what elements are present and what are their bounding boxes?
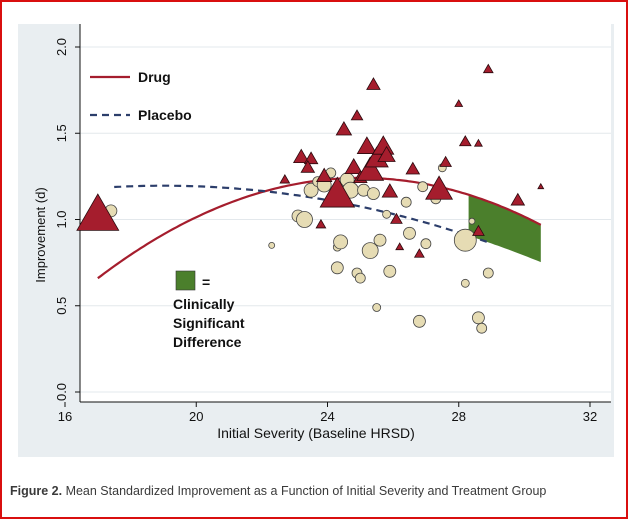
significance-line-2: Significant bbox=[173, 315, 245, 331]
drug-point bbox=[292, 148, 310, 164]
placebo-point bbox=[403, 226, 416, 240]
figure-panel: 0.0 0.5 1.0 1.5 2.0 16 20 24 28 32 Initial Severi… bbox=[18, 24, 614, 457]
placebo-point bbox=[333, 234, 349, 250]
placebo-point bbox=[482, 267, 494, 279]
caption-text: Mean Standardized Improvement as a Funct… bbox=[62, 484, 547, 498]
placebo-point bbox=[303, 182, 319, 198]
placebo-point bbox=[361, 242, 379, 260]
drug-point bbox=[315, 167, 333, 182]
significance-line-1: Clinically bbox=[173, 296, 235, 312]
placebo-point bbox=[468, 217, 476, 225]
data-markers bbox=[76, 63, 545, 334]
drug-point bbox=[356, 136, 378, 154]
drug-point bbox=[537, 182, 545, 190]
axes bbox=[79, 24, 611, 403]
drug-point bbox=[472, 224, 485, 236]
significant-region-layer bbox=[468, 194, 541, 263]
drug-point bbox=[458, 135, 472, 147]
drug-point bbox=[279, 174, 291, 184]
placebo-point bbox=[330, 261, 344, 275]
placebo-fit-line bbox=[114, 184, 489, 244]
drug-point bbox=[356, 156, 385, 181]
legend-drug-label: Drug bbox=[138, 69, 171, 85]
tick-labels: 0.0 0.5 1.0 1.5 2.0 16 20 24 28 32 bbox=[54, 38, 597, 424]
drug-point bbox=[366, 77, 381, 90]
drug-point bbox=[439, 155, 453, 167]
x-tick-label: 24 bbox=[320, 409, 334, 424]
significance-annotation: = Clinically Significant Difference bbox=[173, 270, 245, 350]
drug-point bbox=[377, 145, 396, 162]
placebo-point bbox=[382, 209, 392, 219]
legend-placebo-label: Placebo bbox=[138, 107, 192, 123]
drug-point bbox=[425, 175, 454, 200]
scatter-chart: 0.0 0.5 1.0 1.5 2.0 16 20 24 28 32 Initial Severi… bbox=[33, 24, 611, 441]
drug-point bbox=[510, 192, 526, 206]
drug-point bbox=[335, 120, 353, 136]
significance-line-3: Difference bbox=[173, 334, 242, 350]
drug-point bbox=[300, 159, 316, 173]
legend: Drug Placebo bbox=[90, 69, 192, 123]
placebo-point bbox=[373, 233, 387, 247]
drug-point bbox=[315, 218, 327, 229]
placebo-point bbox=[476, 322, 488, 334]
drug-point bbox=[454, 99, 464, 107]
placebo-point bbox=[420, 238, 432, 250]
significant-region bbox=[468, 194, 541, 263]
placebo-point bbox=[453, 228, 477, 252]
drug-point bbox=[350, 109, 364, 121]
drug-point bbox=[344, 157, 363, 175]
placebo-point bbox=[412, 314, 426, 328]
y-tick-label: 2.0 bbox=[54, 38, 69, 56]
significance-equals: = bbox=[202, 274, 210, 290]
x-tick-label: 32 bbox=[583, 409, 597, 424]
x-tick-label: 20 bbox=[189, 409, 203, 424]
caption-label: Figure 2. bbox=[10, 484, 63, 498]
y-tick-label: 0.5 bbox=[54, 297, 69, 315]
drug-point bbox=[76, 193, 120, 231]
x-axis-label: Initial Severity (Baseline HRSD) bbox=[217, 425, 415, 441]
drug-point bbox=[319, 176, 356, 208]
y-axis-label: Improvement (d) bbox=[33, 187, 48, 282]
drug-point bbox=[473, 138, 483, 147]
significance-swatch bbox=[175, 270, 196, 291]
y-tick-label: 1.0 bbox=[54, 210, 69, 228]
placebo-point bbox=[366, 187, 380, 201]
y-tick-label: 0.0 bbox=[54, 383, 69, 401]
placebo-point bbox=[268, 241, 276, 249]
placebo-point bbox=[296, 211, 313, 228]
drug-point bbox=[381, 183, 399, 198]
placebo-point bbox=[417, 181, 429, 193]
placebo-point bbox=[460, 278, 470, 288]
x-tick-label: 28 bbox=[452, 409, 466, 424]
y-tick-label: 1.5 bbox=[54, 124, 69, 142]
placebo-point bbox=[354, 272, 366, 284]
placebo-point bbox=[471, 311, 485, 325]
placebo-point bbox=[400, 196, 412, 208]
drug-point bbox=[405, 161, 421, 175]
x-tick-label: 16 bbox=[58, 409, 72, 424]
drug-point bbox=[482, 63, 494, 74]
drug-point bbox=[413, 248, 425, 258]
plot-area bbox=[80, 24, 611, 402]
drug-point bbox=[395, 242, 405, 251]
figure-caption: Figure 2. Mean Standardized Improvement … bbox=[10, 484, 546, 498]
drug-point bbox=[390, 212, 403, 224]
placebo-point bbox=[383, 264, 397, 278]
placebo-point bbox=[372, 303, 382, 312]
